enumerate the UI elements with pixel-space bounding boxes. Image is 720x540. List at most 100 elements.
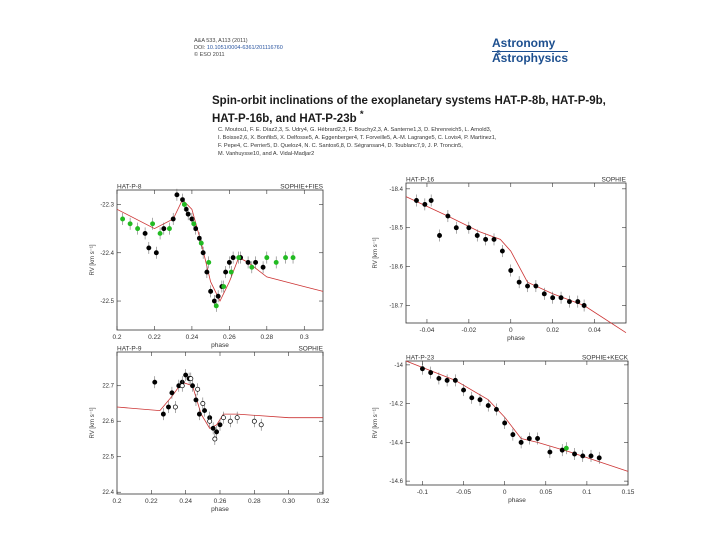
hat-p-16-y-tick-label: -18.6 xyxy=(389,265,403,271)
panel-hat-p-8: 0.2 0.22 0.24 0.26 0.28 0.3 -22.3 -22.4 -22.5 pha… xyxy=(85,182,335,354)
hat-p-23-data-point xyxy=(526,436,532,441)
hat-p-16-data-point xyxy=(437,233,442,238)
hat-p-8-data-point xyxy=(146,245,152,251)
hat-p-16-data-point xyxy=(566,299,572,305)
hat-p-16-y-tick-label: -18.7 xyxy=(389,304,403,310)
hat-p-8-data-point xyxy=(157,230,163,236)
hat-p-8-data-point xyxy=(204,269,210,275)
hat-p-8-model-curve xyxy=(116,199,324,302)
panel-hat-p-9: 0.2 0.22 0.24 0.26 0.28 0.30 0.32 22.7 22.6 22.5 2… xyxy=(85,344,335,518)
journal-logo-line2: Astrophysics xyxy=(492,51,569,65)
hat-p-9-y-tick-label: 22.4 xyxy=(102,490,114,496)
hat-p-8-data-point xyxy=(181,202,187,207)
hat-p-8-instrument-label: SOPHIE+FIES xyxy=(280,184,323,191)
hat-p-8-y-axis-label: RV [km s⁻¹] xyxy=(90,244,96,275)
hat-p-23-data-point xyxy=(559,447,565,453)
hat-p-9-plot-title: HAT-P-9 xyxy=(117,346,142,353)
hat-p-9-data-point xyxy=(196,411,202,417)
hat-p-8-data-point xyxy=(249,264,255,270)
hat-p-23-data-point xyxy=(436,375,442,381)
hat-p-9-data-point xyxy=(193,397,199,403)
hat-p-9-data-point xyxy=(172,404,178,410)
hat-p-23-y-tick-label: -14 xyxy=(394,363,403,369)
paper-title-mark: * xyxy=(359,109,364,120)
hat-p-16-data-point xyxy=(533,283,539,289)
doi-label: DOI: xyxy=(194,45,206,51)
hat-p-23-data-point xyxy=(596,455,602,461)
hat-p-8-data-point xyxy=(260,264,266,270)
hat-p-16-data-point xyxy=(525,283,530,289)
hat-p-23-model-curve xyxy=(405,360,629,472)
hat-p-23-y-tick-label: -14.4 xyxy=(389,440,403,446)
hat-p-8-data-point xyxy=(226,259,232,265)
hat-p-16-data-point xyxy=(422,201,428,207)
hat-p-8-data-point xyxy=(185,211,191,217)
hat-p-8-data-point xyxy=(228,269,234,275)
hat-p-9-instrument-label: SOPHIE xyxy=(298,346,323,353)
hat-p-23-data-point xyxy=(518,439,524,445)
hat-p-9-x-tick-label: 0.30 xyxy=(282,498,295,505)
hat-p-23-x-tick-label: 0 xyxy=(503,489,507,496)
hat-p-9-data-point xyxy=(195,386,201,392)
hat-p-23-data-point xyxy=(563,445,569,451)
hat-p-9-data-point xyxy=(179,383,185,389)
hat-p-8-data-point xyxy=(264,255,270,261)
hat-p-9-data-point xyxy=(160,411,166,417)
doi-link[interactable]: 10.1051/0004-6361/201116760 xyxy=(206,45,283,51)
hat-p-23-data-point xyxy=(461,387,467,393)
hat-p-8-data-point xyxy=(208,288,214,294)
citation-block: A&A 533, A113 (2011) DOI: 10.1051/0004-6… xyxy=(194,38,283,59)
hat-p-9-x-tick-label: 0.32 xyxy=(317,498,330,505)
hat-p-8-plot-frame xyxy=(116,189,324,331)
hat-p-16-data-point xyxy=(445,213,451,219)
hat-p-8-data-point xyxy=(189,216,195,222)
hat-p-23-data-point xyxy=(535,436,541,441)
author-line: M. Vanhuysse10, and A. Vidal-Madjar2 xyxy=(218,151,315,157)
hat-p-9-x-tick-label: 0.22 xyxy=(145,498,158,505)
hat-p-8-x-tick-label: 0.28 xyxy=(260,334,273,341)
hat-p-16-y-axis-label: RV [km s⁻¹] xyxy=(373,237,379,268)
hat-p-9-data-point xyxy=(200,401,206,406)
hat-p-23-x-axis-label: phase xyxy=(508,497,526,504)
hat-p-8-data-point xyxy=(273,259,279,265)
hat-p-9-data-point xyxy=(234,415,240,421)
hat-p-9-x-tick-label: 0.24 xyxy=(179,498,192,505)
hat-p-8-y-tick-label: -22.3 xyxy=(100,202,114,208)
hat-p-23-data-point xyxy=(502,420,508,426)
journal-logo-line1: Astronomy xyxy=(492,36,556,50)
hat-p-8-data-point xyxy=(211,298,217,304)
paper-title: Spin-orbit inclinations of the exoplanet… xyxy=(212,94,612,126)
hat-p-9-x-tick-label: 0.28 xyxy=(248,498,261,505)
hat-p-9-data-point xyxy=(212,436,218,442)
hat-p-16-data-point xyxy=(558,295,564,301)
author-line: C. Moutou1, F. E. Díaz2,3, S. Udry4, G. … xyxy=(218,127,492,133)
hat-p-16-rv-plot: -0.04 -0.02 0 0.02 0.04 -18.4 -18.5 -18.6 -18.7 p… xyxy=(373,177,627,343)
hat-p-23-plot-frame xyxy=(405,360,629,486)
hat-p-16-data-point xyxy=(483,236,489,242)
hat-p-23-data-point xyxy=(477,397,483,403)
hat-p-16-data-point xyxy=(491,236,497,242)
hat-p-8-data-point xyxy=(120,216,126,222)
hat-p-16-data-point xyxy=(474,233,480,238)
hat-p-16-x-tick-label: 0.02 xyxy=(546,327,559,334)
paper-title-text: Spin-orbit inclinations of the exoplanet… xyxy=(212,95,606,125)
hat-p-8-data-point xyxy=(153,250,159,256)
hat-p-16-x-tick-label: 0 xyxy=(509,327,513,334)
hat-p-23-x-tick-label: -0.05 xyxy=(456,489,471,496)
hat-p-8-x-axis-label: phase xyxy=(211,342,229,349)
hat-p-9-data-point xyxy=(166,404,171,410)
hat-p-23-data-point xyxy=(485,403,491,409)
hat-p-23-data-point xyxy=(444,377,450,383)
hat-p-16-y-tick-label: -18.5 xyxy=(389,226,403,232)
hat-p-23-data-point xyxy=(493,406,499,412)
hat-p-8-data-point xyxy=(127,221,133,227)
hat-p-16-y-tick-label: -18.4 xyxy=(389,187,403,193)
hat-p-9-data-point xyxy=(251,418,257,424)
hat-p-9-data-point xyxy=(217,422,223,428)
hat-p-16-plot-frame xyxy=(405,182,627,324)
hat-p-9-data-point xyxy=(183,372,189,378)
hat-p-9-data-point xyxy=(220,415,226,421)
hat-p-9-data-point xyxy=(214,429,220,435)
hat-p-8-data-point xyxy=(196,235,202,241)
hat-p-16-data-point xyxy=(414,198,419,203)
